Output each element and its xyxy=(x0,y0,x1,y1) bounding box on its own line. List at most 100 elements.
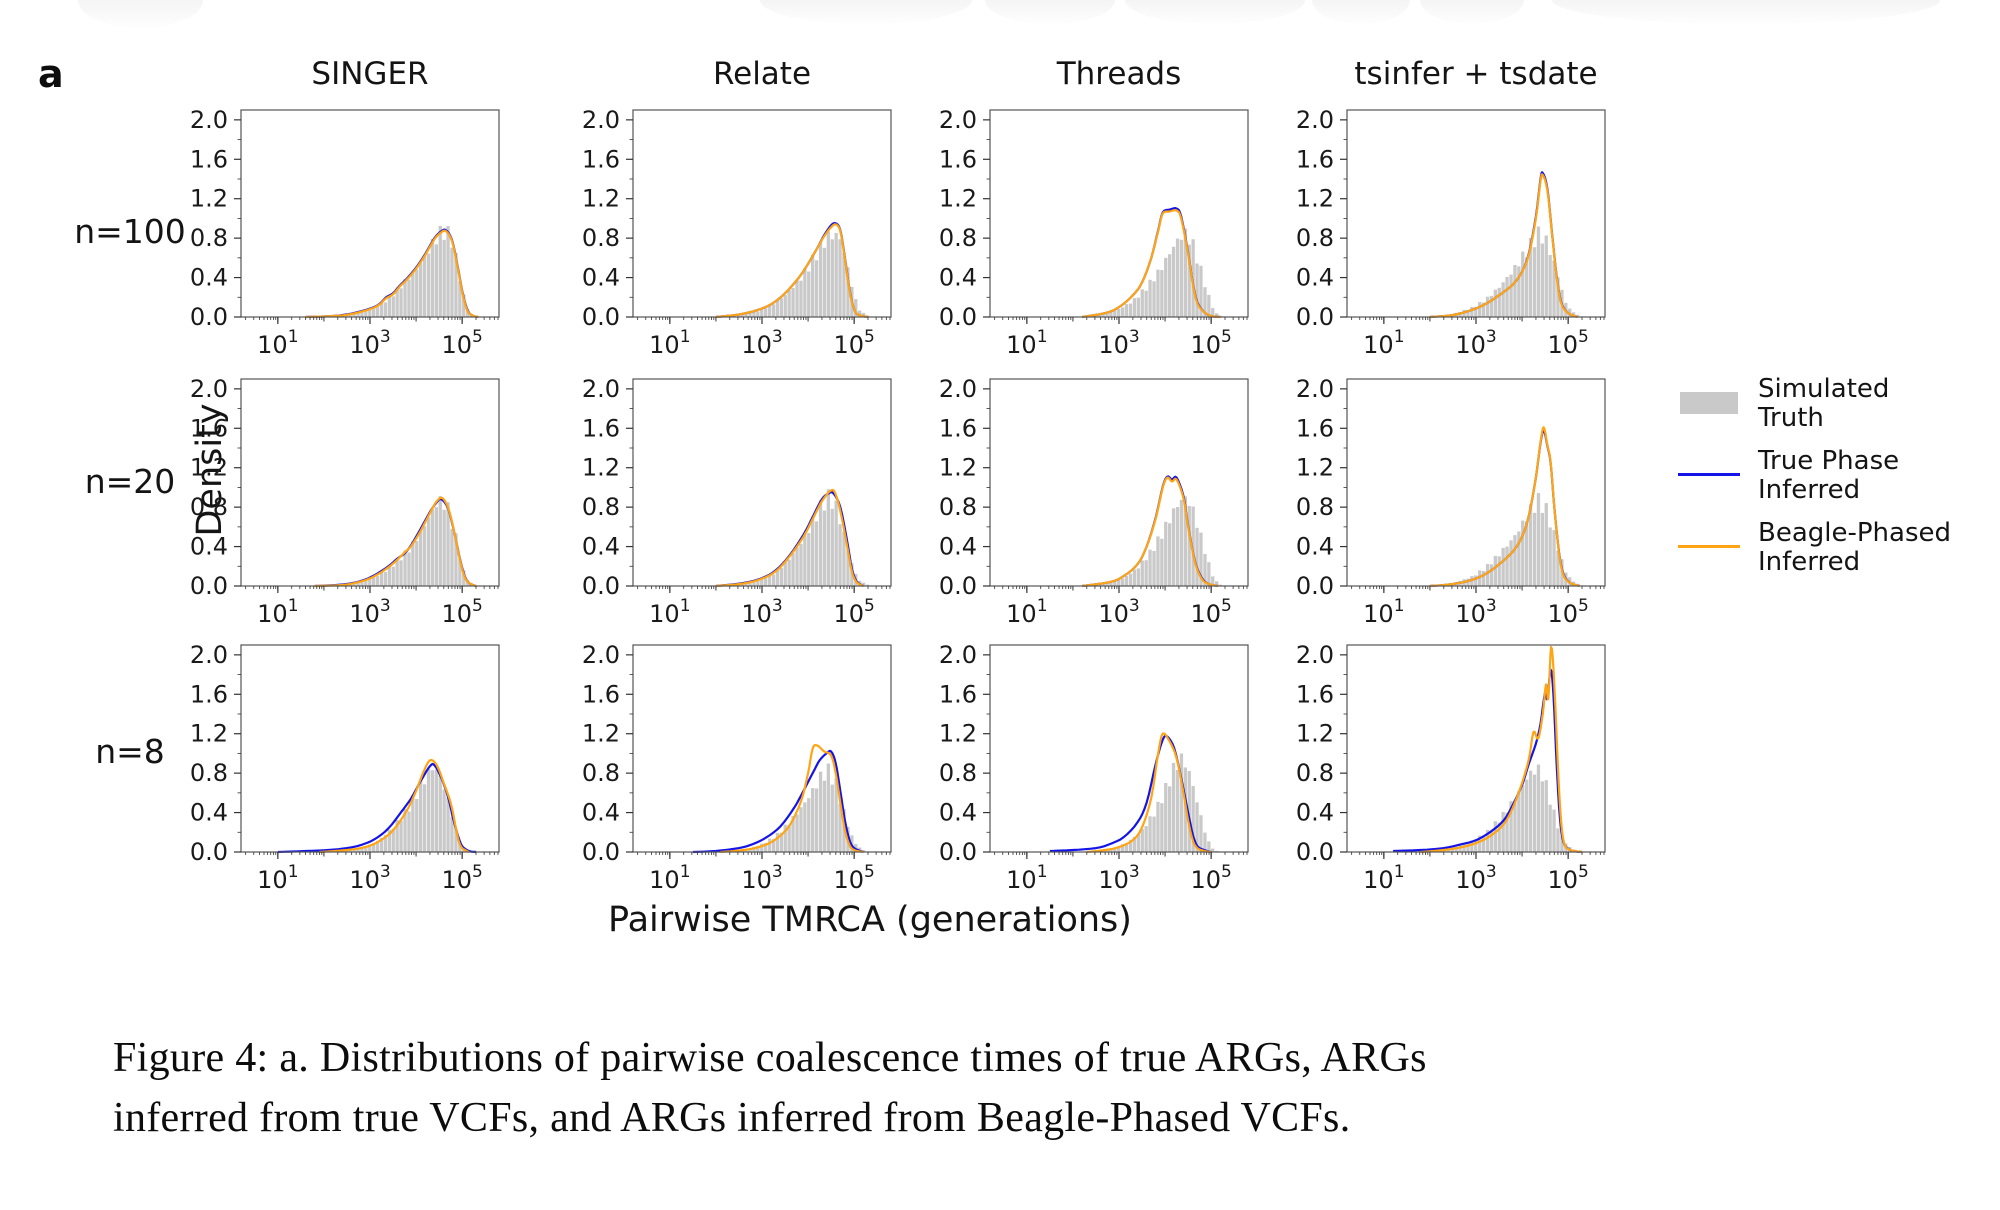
svg-text:0.4: 0.4 xyxy=(939,264,977,292)
svg-text:105: 105 xyxy=(1547,596,1588,628)
row-label-n8: n=8 xyxy=(95,732,165,771)
legend-label: Beagle-Phased xyxy=(1758,518,1952,548)
svg-text:105: 105 xyxy=(833,862,874,894)
svg-text:0.8: 0.8 xyxy=(190,493,228,521)
svg-text:103: 103 xyxy=(349,862,390,894)
top-edge-artifact xyxy=(1125,0,1305,24)
svg-text:105: 105 xyxy=(1190,327,1231,359)
svg-text:103: 103 xyxy=(741,327,782,359)
plot-singer-n8: 101 103 105 0.0 0.4 0.8 1.2 1.6 2.0 xyxy=(190,641,500,894)
legend-entry-simulated-truth: Simulated Truth xyxy=(1655,375,1985,437)
legend-label: Inferred xyxy=(1758,547,1861,577)
svg-text:1.2: 1.2 xyxy=(190,454,228,482)
svg-text:2.0: 2.0 xyxy=(190,641,228,669)
svg-text:0.8: 0.8 xyxy=(582,759,620,787)
subfigure-label: a xyxy=(38,52,64,96)
top-edge-artifact xyxy=(760,0,972,24)
svg-text:101: 101 xyxy=(1363,327,1404,359)
svg-text:2.0: 2.0 xyxy=(190,106,228,134)
svg-text:103: 103 xyxy=(741,862,782,894)
svg-text:105: 105 xyxy=(1190,596,1231,628)
svg-text:105: 105 xyxy=(441,862,482,894)
svg-text:0.0: 0.0 xyxy=(190,838,228,866)
legend-entry-beagle-phased: Beagle-Phased Inferred xyxy=(1655,519,1985,581)
svg-text:105: 105 xyxy=(1547,327,1588,359)
svg-text:0.4: 0.4 xyxy=(582,799,620,827)
svg-text:1.2: 1.2 xyxy=(582,454,620,482)
svg-text:105: 105 xyxy=(1547,862,1588,894)
svg-text:0.4: 0.4 xyxy=(1296,799,1334,827)
svg-text:103: 103 xyxy=(1455,596,1496,628)
svg-text:103: 103 xyxy=(349,596,390,628)
svg-text:0.4: 0.4 xyxy=(190,533,228,561)
svg-text:0.0: 0.0 xyxy=(190,303,228,331)
svg-text:0.0: 0.0 xyxy=(582,303,620,331)
svg-text:1.6: 1.6 xyxy=(939,680,977,708)
svg-text:1.2: 1.2 xyxy=(190,720,228,748)
column-title-relate: Relate xyxy=(712,56,812,92)
x-axis-label: Pairwise TMRCA (generations) xyxy=(608,900,1132,940)
svg-text:105: 105 xyxy=(441,327,482,359)
top-edge-artifact xyxy=(78,0,203,28)
svg-text:105: 105 xyxy=(833,596,874,628)
svg-text:1.6: 1.6 xyxy=(1296,145,1334,173)
svg-text:2.0: 2.0 xyxy=(190,375,228,403)
column-title-tsinfer-tsdate: tsinfer + tsdate xyxy=(1354,56,1598,92)
svg-text:2.0: 2.0 xyxy=(1296,106,1334,134)
svg-text:2.0: 2.0 xyxy=(939,375,977,403)
svg-text:0.4: 0.4 xyxy=(190,264,228,292)
svg-text:0.8: 0.8 xyxy=(582,493,620,521)
svg-text:101: 101 xyxy=(257,862,298,894)
svg-text:101: 101 xyxy=(1006,327,1047,359)
plot-tsinfer-n20: 101 103 105 0.0 0.4 0.8 1.2 1.6 2.0 xyxy=(1296,375,1606,628)
svg-text:101: 101 xyxy=(1363,596,1404,628)
svg-text:0.4: 0.4 xyxy=(190,799,228,827)
svg-text:101: 101 xyxy=(257,596,298,628)
plot-threads-n20: 101 103 105 0.0 0.4 0.8 1.2 1.6 2.0 xyxy=(939,375,1249,628)
svg-text:103: 103 xyxy=(1098,596,1139,628)
top-edge-artifact xyxy=(1312,0,1410,24)
figure-caption: Figure 4: a. Distributions of pairwise c… xyxy=(113,1028,1913,1148)
row-label-n100: n=100 xyxy=(74,212,186,251)
svg-text:0.4: 0.4 xyxy=(582,533,620,561)
svg-text:103: 103 xyxy=(349,327,390,359)
top-edge-artifact xyxy=(1420,0,1524,24)
caption-line-1: Figure 4: a. Distributions of pairwise c… xyxy=(113,1035,1427,1081)
svg-text:103: 103 xyxy=(1455,862,1496,894)
svg-text:101: 101 xyxy=(649,327,690,359)
plot-tsinfer-n100: 101 103 105 0.0 0.4 0.8 1.2 1.6 2.0 xyxy=(1296,106,1606,359)
svg-text:0.4: 0.4 xyxy=(939,799,977,827)
svg-text:0.0: 0.0 xyxy=(939,303,977,331)
beagle-phased-line-swatch xyxy=(1678,545,1740,548)
truth-swatch xyxy=(1680,392,1738,414)
svg-text:2.0: 2.0 xyxy=(939,641,977,669)
plot-relate-n20: 101 103 105 0.0 0.4 0.8 1.2 1.6 2.0 xyxy=(582,375,892,628)
top-edge-artifact xyxy=(1552,0,1940,24)
svg-text:0.8: 0.8 xyxy=(1296,493,1334,521)
svg-text:1.2: 1.2 xyxy=(1296,454,1334,482)
svg-text:1.2: 1.2 xyxy=(190,185,228,213)
plot-singer-n100: 101 103 105 0.0 0.4 0.8 1.2 1.6 2.0 xyxy=(190,106,500,359)
svg-text:1.6: 1.6 xyxy=(1296,414,1334,442)
svg-text:1.6: 1.6 xyxy=(582,145,620,173)
svg-text:2.0: 2.0 xyxy=(582,106,620,134)
svg-text:2.0: 2.0 xyxy=(582,641,620,669)
top-edge-artifact xyxy=(985,0,1115,24)
svg-text:0.8: 0.8 xyxy=(1296,759,1334,787)
row-label-n20: n=20 xyxy=(84,462,176,501)
svg-text:1.2: 1.2 xyxy=(939,454,977,482)
svg-text:1.2: 1.2 xyxy=(939,185,977,213)
svg-text:0.8: 0.8 xyxy=(582,224,620,252)
svg-text:0.4: 0.4 xyxy=(1296,264,1334,292)
svg-text:101: 101 xyxy=(1363,862,1404,894)
svg-text:103: 103 xyxy=(741,596,782,628)
svg-text:1.6: 1.6 xyxy=(190,145,228,173)
svg-text:0.8: 0.8 xyxy=(939,759,977,787)
svg-text:105: 105 xyxy=(441,596,482,628)
svg-text:1.6: 1.6 xyxy=(582,680,620,708)
plot-singer-n20: 101 103 105 0.0 0.4 0.8 1.2 1.6 2.0 xyxy=(190,375,500,628)
svg-text:2.0: 2.0 xyxy=(582,375,620,403)
svg-text:1.6: 1.6 xyxy=(582,414,620,442)
svg-text:0.4: 0.4 xyxy=(1296,533,1334,561)
svg-text:1.2: 1.2 xyxy=(939,720,977,748)
